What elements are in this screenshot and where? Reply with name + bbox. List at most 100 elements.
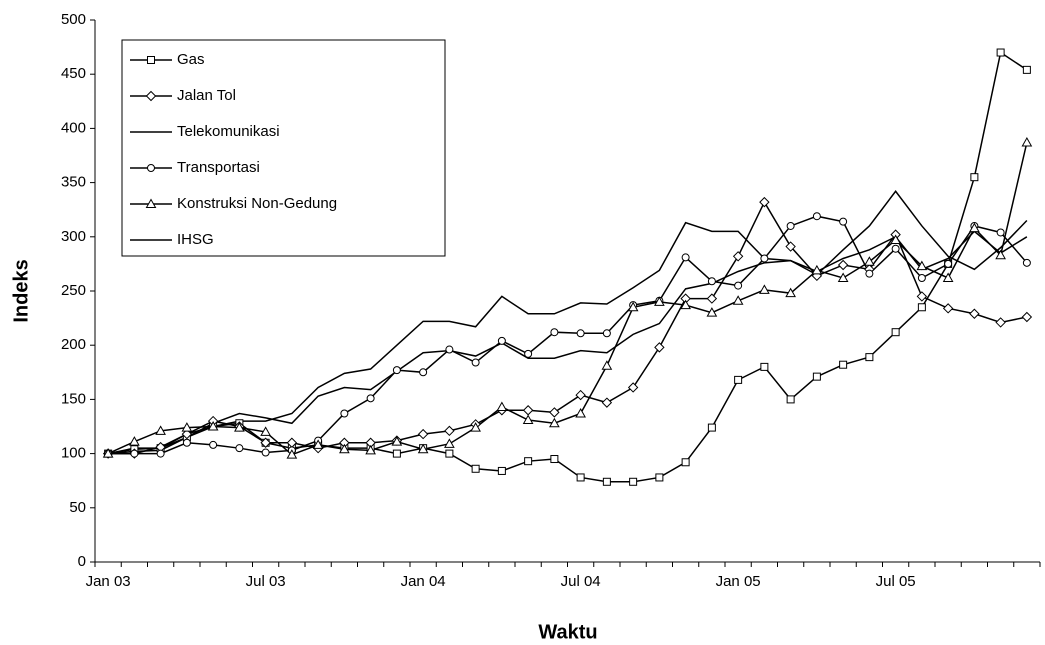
y-tick-label: 400: [61, 119, 86, 136]
point: [680, 299, 691, 310]
point: [891, 244, 900, 253]
point: [392, 449, 401, 458]
y-axis-title: Indeks: [10, 259, 32, 322]
point: [707, 277, 716, 286]
point: [760, 254, 769, 263]
point: [785, 241, 796, 252]
point: [601, 360, 613, 370]
series-line: [107, 190, 1028, 455]
point: [576, 473, 585, 482]
series-line: [108, 230, 1028, 455]
y-tick-label: 200: [61, 336, 86, 353]
legend-label: Gas: [177, 51, 205, 68]
point: [366, 394, 375, 403]
y-tick-label: 300: [61, 228, 86, 245]
point: [785, 287, 796, 298]
point: [602, 329, 611, 338]
point: [181, 428, 193, 440]
legend-marker: [147, 164, 155, 172]
point: [155, 425, 166, 435]
point: [391, 436, 403, 446]
point: [575, 389, 586, 401]
point: [970, 173, 979, 182]
point: [811, 264, 823, 275]
point: [706, 293, 718, 304]
point: [181, 422, 193, 432]
point: [576, 329, 585, 338]
point: [969, 222, 980, 233]
point: [1021, 311, 1033, 323]
point: [260, 426, 271, 436]
point: [419, 368, 428, 377]
point: [286, 449, 298, 459]
point: [706, 307, 718, 317]
point: [129, 436, 140, 446]
point: [654, 342, 665, 353]
point: [891, 328, 900, 337]
x-axis-title: Waktu: [538, 621, 597, 643]
x-tick-label: Jul 05: [876, 573, 916, 590]
x-tick-label: Jan 04: [401, 573, 446, 590]
point: [734, 375, 743, 384]
x-tick-label: Jan 03: [86, 573, 131, 590]
point: [182, 438, 191, 447]
point: [942, 272, 954, 282]
point: [339, 443, 350, 454]
legend-marker: [145, 90, 157, 102]
point: [629, 477, 638, 486]
point: [444, 425, 455, 437]
legend-label: Jalan Tol: [177, 87, 236, 104]
point: [839, 360, 848, 369]
point: [602, 477, 611, 486]
point: [942, 303, 954, 314]
point: [524, 457, 533, 466]
point: [916, 260, 928, 271]
legend-label: IHSG: [177, 231, 214, 248]
point: [732, 251, 744, 262]
point: [864, 256, 875, 266]
point: [759, 284, 770, 294]
point: [1021, 136, 1033, 147]
point: [522, 414, 534, 424]
point: [917, 303, 926, 312]
point: [681, 253, 690, 262]
point: [524, 349, 533, 358]
point: [944, 259, 953, 268]
point: [786, 395, 795, 404]
legend-marker: [147, 56, 155, 64]
point: [890, 234, 901, 245]
point: [235, 444, 244, 453]
x-tick-label: Jul 03: [246, 573, 286, 590]
y-tick-label: 50: [69, 499, 86, 516]
point: [102, 448, 114, 458]
point: [996, 228, 1005, 237]
point: [917, 273, 926, 282]
point: [865, 353, 874, 362]
point: [260, 437, 271, 448]
point: [497, 336, 506, 345]
point: [340, 409, 349, 418]
x-tick-label: Jul 04: [561, 573, 601, 590]
point: [865, 269, 874, 278]
y-tick-label: 500: [61, 11, 86, 28]
legend-label: Transportasi: [177, 159, 260, 176]
point: [392, 366, 401, 375]
y-tick-label: 350: [61, 174, 86, 191]
point: [601, 397, 613, 408]
point: [837, 272, 849, 282]
series-line: [107, 142, 1028, 456]
point: [417, 443, 429, 454]
point: [550, 455, 559, 464]
y-tick-label: 150: [61, 390, 86, 407]
legend-label: Konstruksi Non-Gedung: [177, 195, 337, 212]
point: [365, 444, 376, 455]
y-tick-label: 0: [78, 553, 86, 570]
point: [130, 449, 139, 458]
point: [654, 296, 665, 306]
point: [470, 422, 481, 432]
point: [995, 317, 1006, 328]
point: [786, 221, 795, 230]
point: [261, 448, 270, 457]
point: [916, 291, 928, 302]
